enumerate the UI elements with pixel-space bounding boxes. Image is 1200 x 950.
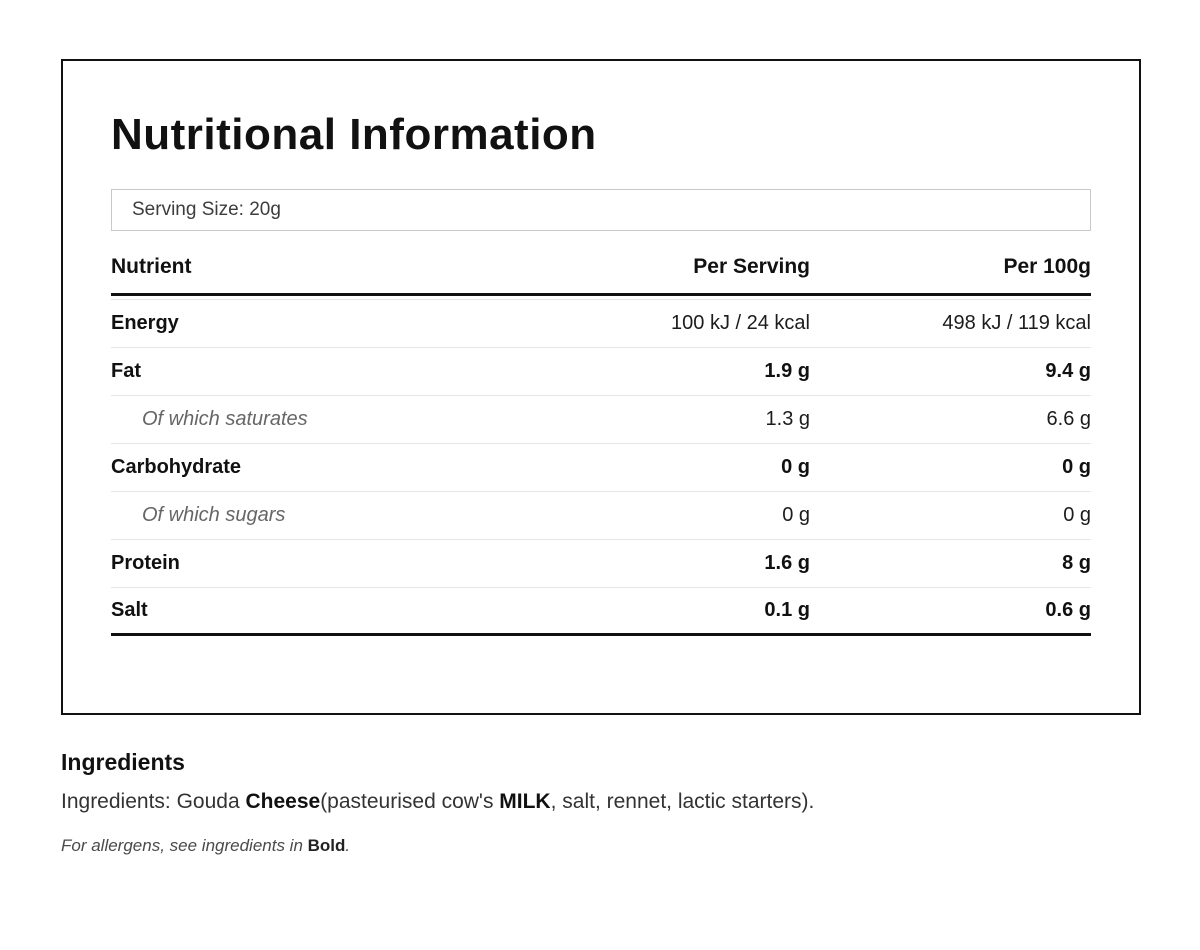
per-100g-value: 498 kJ / 119 kcal bbox=[942, 312, 1091, 334]
nutrient-table-body: Energy 100 kJ / 24 kcal 498 kJ / 119 kcal F… bbox=[111, 300, 1091, 636]
ingredients-heading: Ingredients bbox=[61, 749, 185, 775]
ingredients-text: Ingredients: Gouda Cheese(pasteurised co… bbox=[61, 788, 1141, 815]
plain-text: . bbox=[345, 836, 351, 856]
allergen-note: For allergens, see ingredients in Bold. bbox=[61, 836, 1141, 856]
page-title: Nutritional Information bbox=[111, 110, 597, 159]
header-per-100g: Per 100g bbox=[1003, 255, 1091, 278]
per-100g-value: 0.6 g bbox=[1045, 599, 1091, 621]
per-100g-value: 0 g bbox=[1062, 456, 1091, 478]
per-serving-value: 1.9 g bbox=[764, 360, 810, 382]
per-serving-value: 1.6 g bbox=[764, 552, 810, 574]
header-nutrient: Nutrient bbox=[111, 255, 192, 278]
per-100g-value: 0 g bbox=[1063, 504, 1091, 526]
nutrient-label: Fat bbox=[111, 360, 141, 382]
nutrient-table: Nutrient Per Serving Per 100g Energy 100 … bbox=[111, 255, 1091, 636]
table-row: Of which saturates 1.3 g 6.6 g bbox=[111, 396, 1091, 444]
ingredients-section: Ingredients Ingredients: Gouda Cheese(pa… bbox=[61, 749, 1141, 873]
per-serving-value: 0 g bbox=[781, 456, 810, 478]
header-per-serving: Per Serving bbox=[693, 255, 810, 278]
per-serving-value: 100 kJ / 24 kcal bbox=[671, 312, 810, 334]
table-top-divider bbox=[111, 296, 1091, 300]
plain-text: For allergens, see ingredients in bbox=[61, 836, 308, 856]
nutrient-label: Salt bbox=[111, 599, 148, 621]
plain-text: Ingredients: Gouda bbox=[61, 790, 246, 813]
table-row: Energy 100 kJ / 24 kcal 498 kJ / 119 kcal bbox=[111, 300, 1091, 348]
serving-size-value: Serving Size: 20g bbox=[132, 199, 281, 220]
nutrient-label: Of which saturates bbox=[142, 408, 308, 430]
nutrient-table-header: Nutrient Per Serving Per 100g bbox=[111, 255, 1091, 296]
nutrient-label: Protein bbox=[111, 552, 180, 574]
nutrition-panel-content: Nutritional Information Serving Size: 20… bbox=[63, 61, 1139, 636]
serving-size-input[interactable]: Serving Size: 20g bbox=[111, 189, 1091, 231]
table-row: Fat 1.9 g 9.4 g bbox=[111, 348, 1091, 396]
table-row: Protein 1.6 g 8 g bbox=[111, 540, 1091, 588]
emphasized-text: Cheese bbox=[245, 790, 321, 813]
nutrient-label: Carbohydrate bbox=[111, 456, 242, 478]
nutrient-label: Of which sugars bbox=[142, 504, 286, 526]
per-100g-value: 6.6 g bbox=[1046, 408, 1091, 430]
nutrient-label: Energy bbox=[111, 312, 179, 334]
emphasized-text: MILK bbox=[499, 790, 551, 813]
table-row: Of which sugars 0 g 0 g bbox=[111, 492, 1091, 540]
table-row: Salt 0.1 g 0.6 g bbox=[111, 588, 1091, 636]
emphasized-text: Bold bbox=[307, 836, 346, 856]
per-serving-value: 0 g bbox=[782, 504, 810, 526]
per-serving-value: 1.3 g bbox=[765, 408, 810, 430]
per-100g-value: 8 g bbox=[1062, 552, 1091, 574]
per-serving-value: 0.1 g bbox=[764, 599, 810, 621]
plain-text: (pasteurised cow's bbox=[320, 790, 500, 813]
per-100g-value: 9.4 g bbox=[1045, 360, 1091, 382]
table-row: Carbohydrate 0 g 0 g bbox=[111, 444, 1091, 492]
plain-text: , salt, rennet, lactic starters). bbox=[550, 790, 815, 813]
nutrition-panel: Nutritional Information Serving Size: 20… bbox=[61, 59, 1141, 715]
